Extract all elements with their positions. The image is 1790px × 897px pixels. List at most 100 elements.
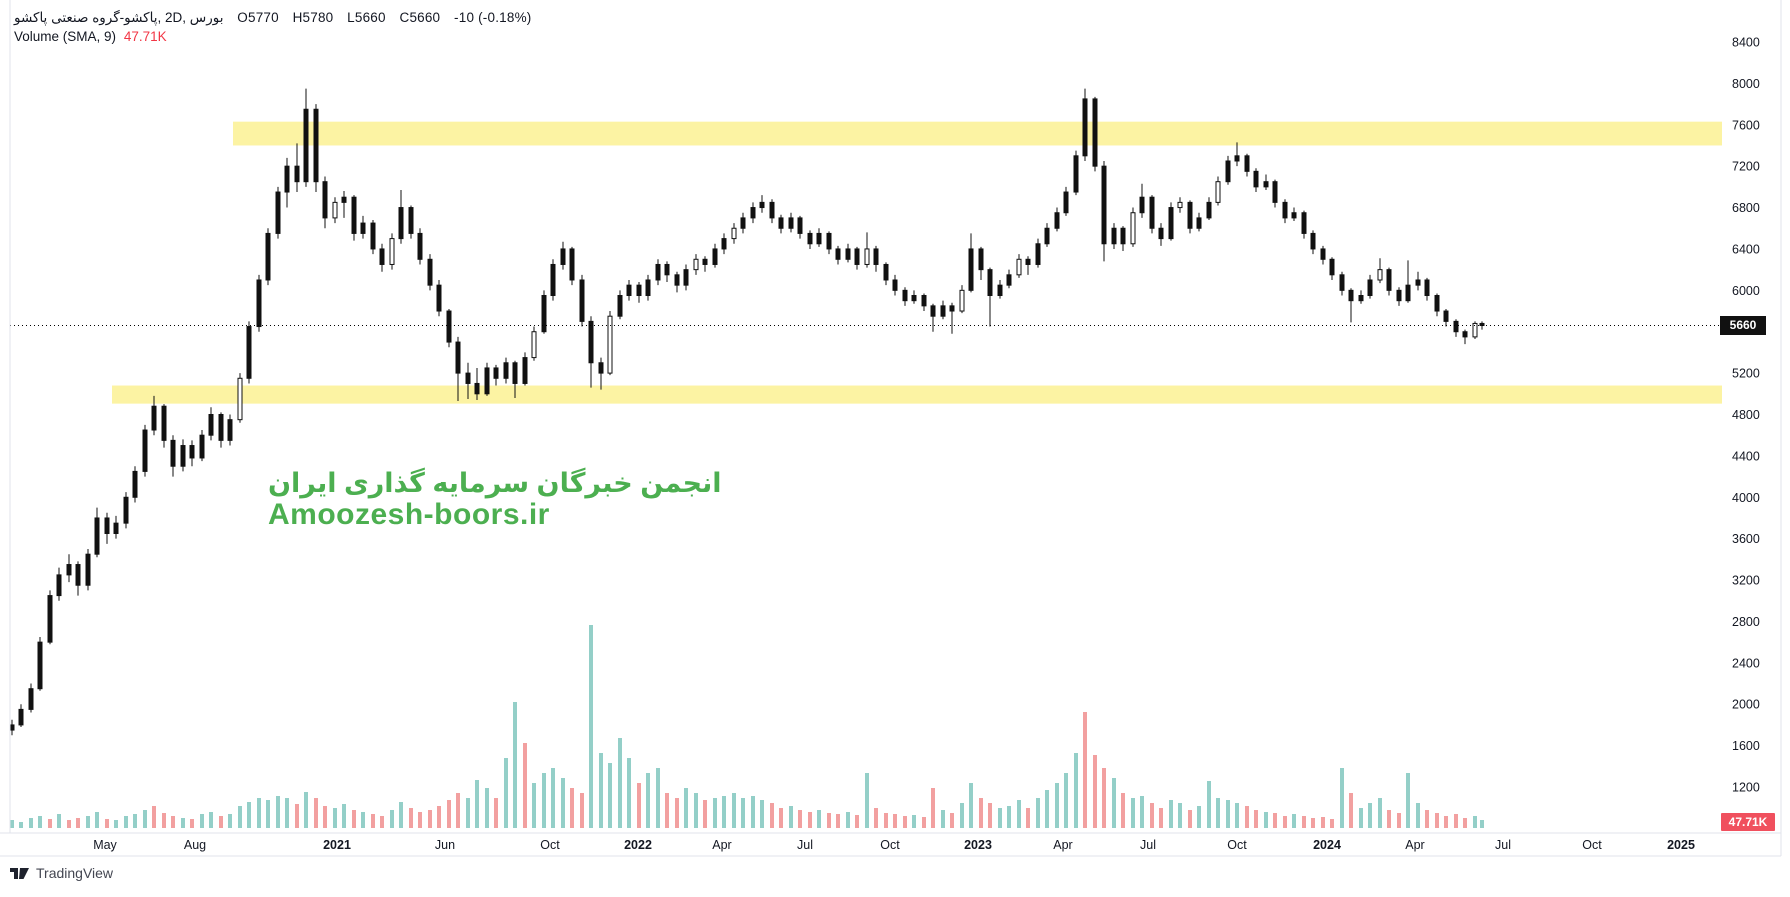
volume-bar <box>1064 773 1068 828</box>
volume-bar <box>485 788 489 828</box>
candle-body <box>1120 227 1126 245</box>
candle-body <box>294 165 300 183</box>
price-tick-label[interactable]: 1600 <box>1732 739 1760 753</box>
volume-bar <box>276 796 280 828</box>
symbol-title[interactable]: پاکشو-گروه صنعتی پاکشو <box>14 10 158 25</box>
price-tick-label[interactable]: 6400 <box>1732 242 1760 256</box>
price-tick-label[interactable]: 2400 <box>1732 656 1760 670</box>
candle-body <box>1035 243 1041 265</box>
candle-body <box>778 217 784 229</box>
time-tick-label[interactable]: 2023 <box>964 838 992 852</box>
price-tick-label[interactable]: 4000 <box>1732 491 1760 505</box>
candle-body <box>1386 269 1392 291</box>
price-tick-label[interactable]: 5200 <box>1732 367 1760 381</box>
volume-bar <box>1121 793 1125 828</box>
price-tick-label[interactable]: 1200 <box>1732 781 1760 795</box>
price-tick-label[interactable]: 4800 <box>1732 408 1760 422</box>
price-tick-label[interactable]: 6000 <box>1732 284 1760 298</box>
candle-body <box>180 445 186 467</box>
volume-bar <box>304 792 308 828</box>
volume-bar <box>1083 712 1087 828</box>
time-tick-label[interactable]: May <box>93 838 117 852</box>
candle-body <box>835 248 841 260</box>
time-tick-label[interactable]: 2022 <box>624 838 652 852</box>
volume-bar <box>950 813 954 828</box>
indicator-row[interactable]: Volume (SMA, 9) 47.71K <box>14 27 531 46</box>
time-tick-label[interactable]: Oct <box>1582 838 1602 852</box>
exchange-label: بورس <box>189 10 224 25</box>
volume-bar <box>1397 813 1401 828</box>
price-tick-label[interactable]: 8400 <box>1732 36 1760 50</box>
price-tick-label[interactable]: 7200 <box>1732 160 1760 174</box>
price-tick-label[interactable]: 2800 <box>1732 615 1760 629</box>
open-value: O5770 <box>237 10 279 25</box>
time-tick-label[interactable]: Apr <box>712 838 731 852</box>
volume-bar <box>48 819 52 828</box>
time-tick-label[interactable]: 2024 <box>1313 838 1341 852</box>
volume-bar <box>893 814 897 828</box>
time-tick-label[interactable]: Oct <box>1227 838 1247 852</box>
time-tick-label[interactable]: Oct <box>540 838 560 852</box>
candle-body <box>1177 201 1183 209</box>
price-tick-label[interactable]: 2000 <box>1732 698 1760 712</box>
candle-body <box>208 414 214 436</box>
candle-body <box>237 377 243 421</box>
volume-bar <box>1169 800 1173 828</box>
time-tick-label[interactable]: 2025 <box>1667 838 1695 852</box>
candle-body <box>645 279 651 297</box>
volume-bar <box>1007 806 1011 828</box>
price-tick-label[interactable]: 4400 <box>1732 449 1760 463</box>
candle-body <box>1358 295 1364 302</box>
volume-bar <box>1207 781 1211 828</box>
volume-bar <box>694 793 698 828</box>
time-tick-label[interactable]: Oct <box>880 838 900 852</box>
price-tick-label[interactable]: 6800 <box>1732 201 1760 215</box>
volume-bar <box>770 803 774 828</box>
indicator-title[interactable]: Volume (SMA, 9) <box>14 29 117 44</box>
volume-bar <box>1321 817 1325 828</box>
time-tick-label[interactable]: Jul <box>1140 838 1156 852</box>
volume-bar <box>922 817 926 828</box>
time-tick-label[interactable]: Apr <box>1053 838 1072 852</box>
volume-bar <box>1435 813 1439 828</box>
volume-bar <box>1216 798 1220 828</box>
time-tick-label[interactable]: Jun <box>435 838 455 852</box>
volume-bar <box>836 814 840 828</box>
candle-body <box>503 362 509 379</box>
candle-body <box>1424 279 1430 297</box>
volume-bar <box>1235 803 1239 828</box>
footer-brand[interactable]: TradingView <box>10 865 113 881</box>
volume-bar <box>608 763 612 828</box>
price-tick-label[interactable]: 3200 <box>1732 574 1760 588</box>
candle-body <box>284 165 290 193</box>
candle-body <box>807 232 813 245</box>
time-tick-label[interactable]: Aug <box>184 838 206 852</box>
time-tick-label[interactable]: Jul <box>797 838 813 852</box>
volume-bar <box>703 800 707 828</box>
volume-bar <box>1140 796 1144 828</box>
price-tick-label[interactable]: 3600 <box>1732 532 1760 546</box>
symbol-row[interactable]: پاکشو-گروه صنعتی پاکشو, 2D, بورس O5770 H… <box>14 10 532 25</box>
candle-body <box>1443 310 1449 322</box>
candle-body <box>398 207 404 240</box>
price-tick-label[interactable]: 7600 <box>1732 118 1760 132</box>
candle-body <box>949 305 955 312</box>
volume-bar <box>1378 798 1382 828</box>
volume-bar <box>437 806 441 828</box>
time-tick-label[interactable]: 2021 <box>323 838 351 852</box>
candle-body <box>1320 248 1326 260</box>
candle-body <box>1044 227 1050 245</box>
candle-body <box>142 429 148 472</box>
time-tick-label[interactable]: Jul <box>1495 838 1511 852</box>
candle-body <box>332 201 338 219</box>
candle-body <box>636 284 642 297</box>
timeframe-label[interactable]: 2D <box>165 10 183 25</box>
volume-bar <box>1188 810 1192 828</box>
candle-body <box>712 248 718 265</box>
time-tick-label[interactable]: Apr <box>1405 838 1424 852</box>
candle-body <box>1348 289 1354 302</box>
volume-bar <box>1197 806 1201 828</box>
price-tick-label[interactable]: 8000 <box>1732 77 1760 91</box>
